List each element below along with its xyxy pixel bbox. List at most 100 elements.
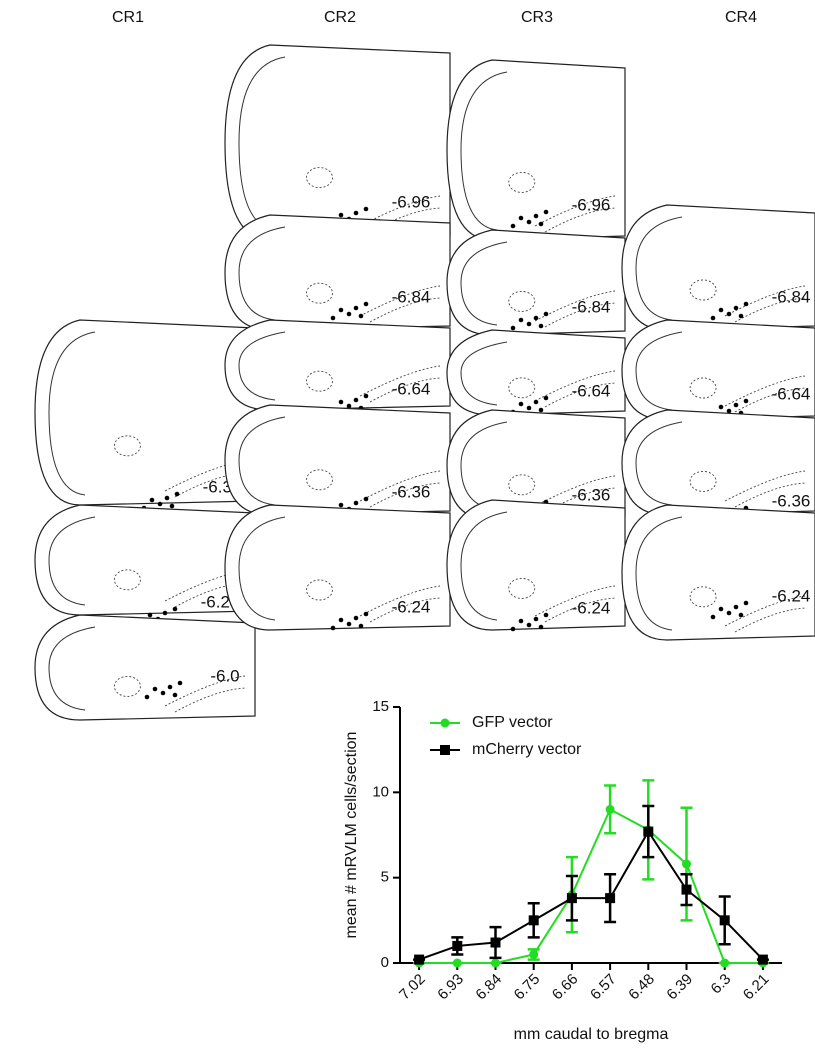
data-point	[757, 954, 768, 965]
section-outline	[34, 614, 256, 721]
labeled-cell	[147, 612, 153, 618]
section-contour	[635, 421, 683, 506]
brain-section: -6.36	[446, 409, 626, 521]
y-tick-label: 15	[372, 698, 389, 715]
brain-section: -6.64	[621, 319, 815, 421]
labeled-cell	[718, 307, 724, 313]
labeled-cell	[169, 503, 175, 509]
labeled-cell	[353, 305, 359, 311]
data-point	[720, 958, 730, 968]
section-label: -6.36	[392, 482, 431, 501]
x-tick-label: 6.75	[511, 971, 544, 1004]
labeled-cell	[346, 311, 352, 317]
brain-section: -6.84	[621, 204, 815, 331]
section-label: -6.64	[392, 379, 431, 398]
section-contour	[238, 331, 286, 401]
labeled-cell	[518, 618, 524, 624]
labeled-cell	[338, 307, 344, 313]
brain-section: -6.36	[621, 409, 815, 525]
section-contour	[460, 341, 508, 406]
data-point	[490, 937, 501, 948]
x-tick-label: 6.84	[472, 971, 505, 1004]
x-tick-label: 6.39	[663, 971, 696, 1004]
nucleus-outline	[113, 435, 141, 457]
chart: 0 5 10 15 7.02 6.93 6.84 6.75 6.66 6.57 6.48 6.39 6.…	[343, 698, 782, 1043]
labeled-cell	[538, 624, 544, 630]
section-contour	[635, 516, 683, 631]
labeled-cell	[526, 622, 532, 628]
nucleus-outline	[689, 470, 717, 492]
labeled-cell	[177, 680, 183, 686]
nucleus-outline	[306, 469, 333, 491]
brain-section: -6.0	[34, 614, 256, 721]
y-tick-label: 10	[372, 783, 389, 800]
column-title: CR1	[112, 9, 144, 26]
y-tick-label: 5	[381, 869, 389, 886]
labeled-cell	[510, 325, 516, 331]
section-outline	[446, 499, 626, 631]
labeled-cell	[152, 686, 158, 692]
section-contour	[238, 416, 286, 506]
pyramid-outline	[724, 375, 806, 413]
brain-section: -6.36	[34, 319, 256, 511]
brain-section: -6.36	[224, 404, 451, 516]
labeled-cell	[172, 606, 178, 612]
data-point	[681, 884, 692, 895]
section-contour	[48, 331, 96, 496]
section-contour	[635, 331, 683, 411]
section-label: -6.64	[572, 381, 611, 400]
nucleus-outline	[306, 167, 333, 189]
section-label: -6.84	[392, 287, 431, 306]
labeled-cell	[526, 219, 532, 225]
labeled-cell	[743, 600, 749, 606]
labeled-cell	[543, 311, 549, 317]
labeled-cell	[718, 404, 724, 410]
labeled-cell	[738, 313, 744, 319]
nucleus-outline	[689, 377, 717, 399]
labeled-cell	[543, 209, 549, 215]
labeled-cell	[533, 399, 539, 405]
brain-section: -6.64	[446, 329, 626, 416]
labeled-cell	[538, 407, 544, 413]
series	[413, 804, 769, 965]
data-point	[452, 958, 462, 968]
labeled-cell	[710, 614, 716, 620]
pyramid-outline	[724, 470, 806, 508]
labeled-cell	[338, 212, 344, 218]
labeled-cell	[543, 395, 549, 401]
section-label: -6.96	[572, 195, 611, 214]
legend-marker	[440, 745, 450, 755]
pyramid-outline	[359, 585, 441, 623]
nucleus-outline	[689, 586, 717, 608]
section-contour	[48, 626, 96, 711]
labeled-cell	[338, 502, 344, 508]
section-label: -6.24	[772, 586, 811, 605]
nucleus-outline	[113, 675, 141, 697]
pyramid-outline	[359, 470, 441, 508]
section-label: -6.36	[772, 491, 811, 510]
section-contour	[238, 516, 286, 621]
section-label: -6.0	[210, 666, 239, 685]
nucleus-outline	[113, 569, 141, 591]
section-contour	[460, 241, 508, 326]
nucleus-outline	[689, 279, 717, 301]
nucleus-outline	[508, 290, 536, 312]
labeled-cell	[538, 221, 544, 227]
labeled-cell	[518, 317, 524, 323]
section-label: -6.84	[572, 297, 611, 316]
brain-section: -6.84	[446, 229, 626, 336]
pyramid-outline	[534, 290, 616, 328]
data-point	[605, 893, 616, 904]
labeled-cell	[733, 402, 739, 408]
column-title: CR2	[324, 9, 356, 26]
labeled-cell	[353, 615, 359, 621]
nucleus-outline	[306, 370, 333, 392]
section-contour	[460, 71, 508, 231]
labeled-cell	[510, 626, 516, 632]
nucleus-outline	[306, 282, 333, 304]
nucleus-outline	[508, 577, 536, 599]
y-axis-title: mean # mRVLM cells/section	[343, 732, 360, 939]
legend-label: GFP vector	[472, 714, 553, 731]
labeled-cell	[346, 621, 352, 627]
